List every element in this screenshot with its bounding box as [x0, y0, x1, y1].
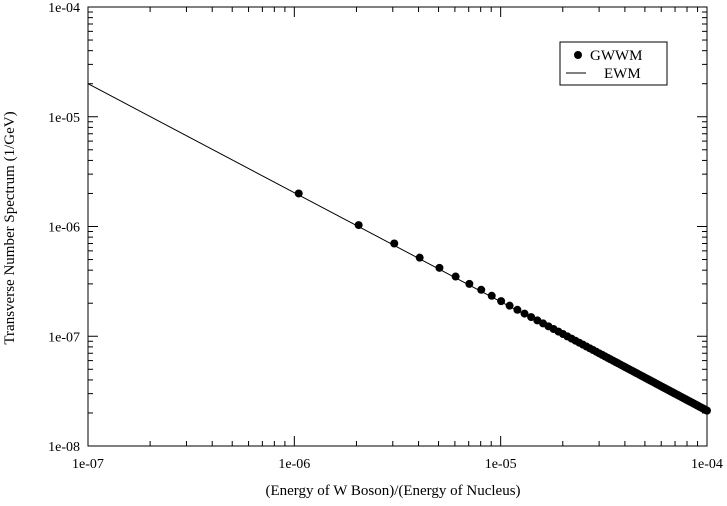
gwwm-point	[354, 221, 363, 230]
legend-marker-gwwm	[574, 51, 582, 59]
gwwm-point	[527, 313, 536, 322]
gwwm-point	[390, 239, 399, 248]
gwwm-point	[415, 253, 424, 262]
x-tick-label: 1e-07	[72, 457, 104, 472]
gwwm-point	[435, 263, 444, 272]
gwwm-point	[513, 305, 522, 314]
x-tick-label: 1e-05	[485, 457, 517, 472]
legend: GWWM EWM	[559, 41, 668, 86]
legend-label-gwwm: GWWM	[590, 48, 643, 64]
y-tick-label: 1e-07	[48, 330, 80, 345]
gwwm-point	[505, 301, 514, 310]
y-tick-label: 1e-04	[48, 1, 80, 16]
ticks-layer: 1e-07 1e-06 1e-05 1e-04 1e-08 1e-07 1e-06 1e-05…	[48, 1, 723, 472]
gwwm-point	[520, 309, 529, 318]
gwwm-point	[477, 285, 486, 294]
y-tick-label: 1e-06	[48, 221, 80, 236]
series-layer	[87, 83, 711, 415]
gwwm-point	[487, 291, 496, 300]
y-tick-label: 1e-05	[48, 111, 80, 126]
gwwm-point	[497, 297, 506, 306]
gwwm-point	[294, 189, 303, 198]
x-tick-label: 1e-06	[278, 457, 310, 472]
y-axis-title: Transverse Number Spectrum (1/GeV)	[2, 111, 18, 344]
y-tick-label: 1e-08	[48, 440, 80, 455]
x-tick-label: 1e-04	[691, 457, 723, 472]
gwwm-point	[451, 272, 460, 281]
legend-label-ewm: EWM	[604, 66, 641, 82]
gwwm-point	[465, 279, 474, 288]
x-axis-title: (Energy of W Boson)/(Energy of Nucleus)	[265, 483, 520, 499]
legend-box	[559, 41, 668, 86]
